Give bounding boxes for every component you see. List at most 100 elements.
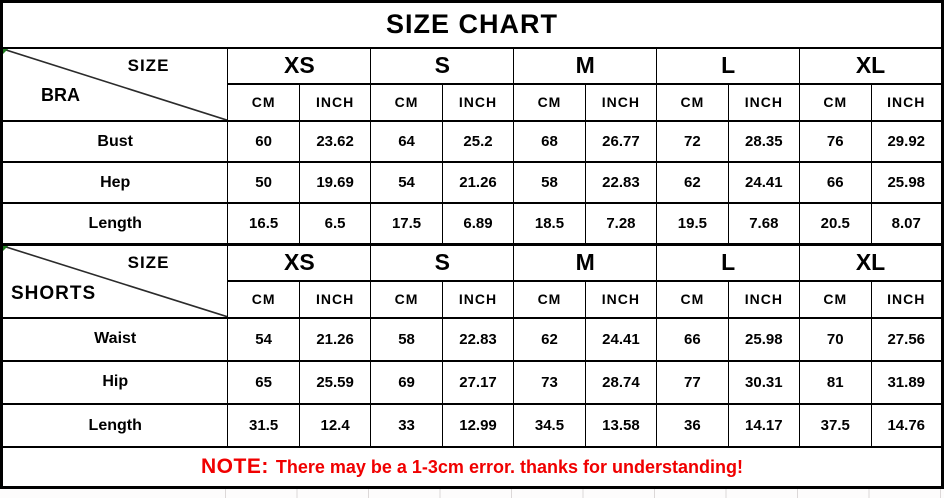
measurement-value: 66 xyxy=(656,316,729,362)
measurement-value: 64 xyxy=(370,119,443,164)
measurement-value: 58 xyxy=(513,161,586,205)
size-header-l: L xyxy=(656,242,801,282)
table-row: Length 16.5 6.5 17.5 6.89 18.5 7.28 19.5… xyxy=(0,202,943,246)
corner-size-label: SIZE xyxy=(127,252,170,272)
measurement-value: 18.5 xyxy=(513,202,586,246)
measurement-value: 13.58 xyxy=(584,403,658,449)
measurement-value: 21.26 xyxy=(298,316,372,362)
unit-header: INCH xyxy=(584,279,658,319)
measurement-value: 14.76 xyxy=(870,403,943,449)
measurement-value: 22.83 xyxy=(441,316,515,362)
size-header-s: S xyxy=(370,242,515,282)
measurement-value: 54 xyxy=(370,161,443,205)
unit-header: INCH xyxy=(727,82,801,122)
measurement-value: 60 xyxy=(227,119,300,164)
measurement-value: 62 xyxy=(513,316,586,362)
measurement-value: 50 xyxy=(227,161,300,205)
measurement-value: 26.77 xyxy=(584,119,658,164)
measurement-value: 28.74 xyxy=(584,359,658,406)
green-corner-marker-icon xyxy=(3,247,8,251)
measurement-value: 17.5 xyxy=(370,202,443,246)
measurement-value: 12.4 xyxy=(298,403,372,449)
size-header-xs: XS xyxy=(227,242,372,282)
measurement-value: 7.68 xyxy=(727,202,801,246)
measurement-value: 12.99 xyxy=(441,403,515,449)
row-label: Length xyxy=(0,202,229,246)
measurement-value: 37.5 xyxy=(799,403,872,449)
row-label: Bust xyxy=(0,119,229,164)
table-row: Length 31.5 12.4 33 12.99 34.5 13.58 36 … xyxy=(0,403,943,449)
measurement-value: 19.5 xyxy=(656,202,729,246)
measurement-value: 66 xyxy=(799,161,872,205)
row-label: Hep xyxy=(0,161,229,205)
measurement-value: 36 xyxy=(656,403,729,449)
unit-header: INCH xyxy=(298,279,372,319)
measurement-value: 25.2 xyxy=(441,119,515,164)
measurement-value: 34.5 xyxy=(513,403,586,449)
gridlines xyxy=(225,489,944,498)
table-row: Hep 50 19.69 54 21.26 58 22.83 62 24.41 … xyxy=(0,161,943,205)
unit-header: INCH xyxy=(441,279,515,319)
measurement-value: 31.5 xyxy=(227,403,300,449)
measurement-value: 27.56 xyxy=(870,316,943,362)
table-row: Waist 54 21.26 58 22.83 62 24.41 66 25.9… xyxy=(0,316,943,362)
measurement-value: 76 xyxy=(799,119,872,164)
unit-header: INCH xyxy=(870,279,943,319)
measurement-value: 23.62 xyxy=(298,119,372,164)
measurement-value: 73 xyxy=(513,359,586,406)
diagonal-line xyxy=(3,49,227,120)
unit-header: INCH xyxy=(584,82,658,122)
size-header-m: M xyxy=(513,242,658,282)
measurement-value: 28.35 xyxy=(727,119,801,164)
measurement-value: 62 xyxy=(656,161,729,205)
unit-header: CM xyxy=(370,279,443,319)
measurement-value: 24.41 xyxy=(584,316,658,362)
measurement-value: 8.07 xyxy=(870,202,943,246)
corner-cell-shorts: SIZE SHORTS xyxy=(0,242,229,319)
unit-header: INCH xyxy=(298,82,372,122)
note-row: NOTE: There may be a 1-3cm error. thanks … xyxy=(1,446,943,489)
size-header-xl: XL xyxy=(799,46,943,85)
measurement-value: 24.41 xyxy=(727,161,801,205)
unit-header: CM xyxy=(227,82,300,122)
size-header-m: M xyxy=(513,46,658,85)
unit-header: CM xyxy=(370,82,443,122)
diagonal-line xyxy=(3,246,227,317)
measurement-value: 7.28 xyxy=(584,202,658,246)
section-name-shorts: SHORTS xyxy=(11,282,97,304)
green-corner-marker-icon xyxy=(3,49,8,54)
spreadsheet-gridline-strip xyxy=(0,489,944,498)
measurement-value: 29.92 xyxy=(870,119,943,164)
row-label: Waist xyxy=(0,316,229,362)
size-header-l: L xyxy=(656,46,801,85)
row-label: Length xyxy=(0,403,229,449)
corner-cell-bra: SIZE BRA xyxy=(0,46,229,122)
measurement-value: 27.17 xyxy=(441,359,515,406)
measurement-value: 19.69 xyxy=(298,161,372,205)
measurement-value: 16.5 xyxy=(227,202,300,246)
measurement-value: 81 xyxy=(799,359,872,406)
unit-header: INCH xyxy=(441,82,515,122)
measurement-value: 21.26 xyxy=(441,161,515,205)
unit-header: CM xyxy=(227,279,300,319)
measurement-value: 14.17 xyxy=(727,403,801,449)
unit-header: INCH xyxy=(727,279,801,319)
unit-header: CM xyxy=(799,279,872,319)
measurement-value: 31.89 xyxy=(870,359,943,406)
unit-header: CM xyxy=(656,82,729,122)
unit-header: CM xyxy=(799,82,872,122)
measurement-value: 65 xyxy=(227,359,300,406)
measurement-value: 72 xyxy=(656,119,729,164)
size-header-xl: XL xyxy=(799,242,943,282)
unit-header: CM xyxy=(513,82,586,122)
measurement-value: 6.5 xyxy=(298,202,372,246)
table-row: Bust 60 23.62 64 25.2 68 26.77 72 28.35 … xyxy=(0,119,943,164)
measurement-value: 22.83 xyxy=(584,161,658,205)
section-name-bra: BRA xyxy=(41,84,80,105)
note-text: There may be a 1-3cm error. thanks for u… xyxy=(275,457,743,478)
page-title: SIZE CHART xyxy=(1,0,943,49)
size-header-xs: XS xyxy=(227,46,372,85)
unit-header: CM xyxy=(513,279,586,319)
